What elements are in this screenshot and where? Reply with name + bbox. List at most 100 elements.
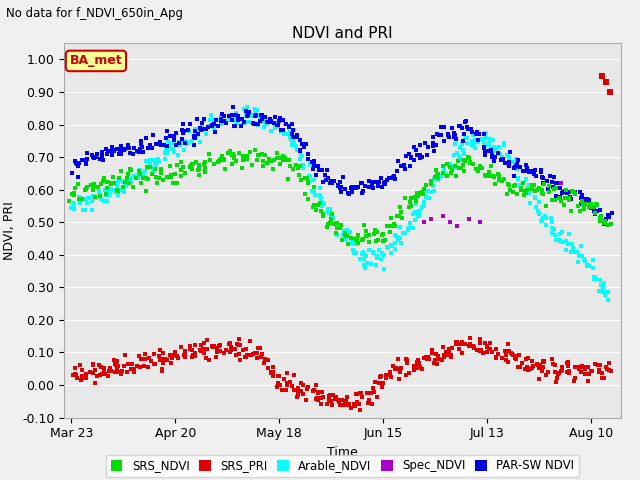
Point	[249, 111, 259, 119]
Point	[108, 173, 118, 180]
Point	[435, 173, 445, 180]
Point	[458, 146, 468, 154]
Point	[452, 222, 463, 229]
Point	[531, 203, 541, 210]
Point	[472, 168, 483, 175]
Point	[282, 381, 292, 389]
Point	[341, 235, 351, 243]
Point	[118, 188, 129, 196]
Point	[308, 183, 319, 191]
Point	[153, 140, 163, 148]
Point	[271, 123, 282, 131]
Point	[388, 173, 399, 181]
Point	[145, 142, 155, 149]
Point	[280, 154, 290, 162]
Point	[77, 156, 88, 164]
Point	[238, 152, 248, 160]
Point	[387, 174, 397, 181]
Point	[591, 207, 602, 215]
Point	[168, 145, 179, 153]
Point	[259, 359, 269, 367]
Point	[102, 178, 113, 186]
Point	[179, 146, 189, 154]
Point	[438, 353, 449, 361]
Point	[512, 164, 522, 171]
Point	[401, 371, 411, 379]
Point	[138, 148, 148, 156]
Point	[127, 360, 138, 367]
Point	[309, 188, 319, 196]
Point	[82, 149, 92, 157]
Point	[349, 402, 360, 409]
Point	[512, 160, 522, 168]
Point	[410, 216, 420, 224]
Point	[469, 139, 479, 147]
Point	[445, 218, 455, 226]
Point	[394, 236, 404, 244]
Point	[562, 360, 572, 367]
Point	[343, 240, 353, 248]
Point	[384, 174, 394, 181]
Point	[163, 144, 173, 152]
Point	[548, 173, 559, 180]
Point	[180, 353, 190, 360]
Point	[520, 167, 531, 175]
Point	[349, 250, 360, 257]
Point	[132, 174, 143, 181]
Point	[492, 354, 502, 362]
Point	[458, 161, 468, 169]
Point	[534, 364, 545, 372]
Point	[438, 212, 448, 219]
Point	[111, 145, 122, 153]
Point	[599, 374, 609, 382]
Point	[176, 139, 186, 147]
Point	[234, 336, 244, 343]
Point	[116, 367, 127, 375]
Point	[313, 389, 323, 397]
Point	[331, 229, 341, 237]
Point	[467, 128, 477, 136]
Point	[241, 345, 251, 353]
Point	[599, 279, 609, 287]
Point	[591, 275, 601, 283]
Point	[487, 154, 497, 161]
Point	[390, 175, 400, 183]
Point	[533, 207, 543, 215]
Point	[280, 120, 291, 128]
Point	[228, 114, 239, 121]
Point	[357, 179, 367, 187]
Point	[316, 207, 326, 215]
Point	[76, 194, 86, 202]
Point	[87, 197, 97, 205]
Point	[427, 180, 437, 188]
Point	[256, 353, 266, 361]
Point	[246, 112, 256, 120]
Point	[336, 188, 346, 195]
Point	[554, 179, 564, 187]
Point	[400, 165, 410, 173]
Point	[129, 365, 140, 373]
Point	[189, 132, 199, 140]
Point	[589, 275, 599, 283]
Point	[81, 186, 92, 193]
Point	[560, 187, 570, 195]
Point	[480, 171, 490, 179]
Point	[138, 355, 148, 363]
Point	[235, 341, 245, 349]
Point	[575, 368, 586, 375]
Point	[69, 190, 79, 197]
Point	[204, 150, 214, 158]
Point	[317, 388, 327, 396]
Point	[292, 133, 302, 141]
X-axis label: Time: Time	[327, 446, 358, 459]
Point	[207, 117, 217, 124]
Point	[190, 134, 200, 142]
Point	[115, 146, 125, 154]
Point	[230, 157, 241, 165]
Point	[162, 149, 172, 157]
Point	[341, 232, 351, 240]
Point	[575, 188, 585, 196]
Point	[122, 369, 132, 376]
Point	[449, 133, 460, 141]
Point	[541, 221, 551, 229]
